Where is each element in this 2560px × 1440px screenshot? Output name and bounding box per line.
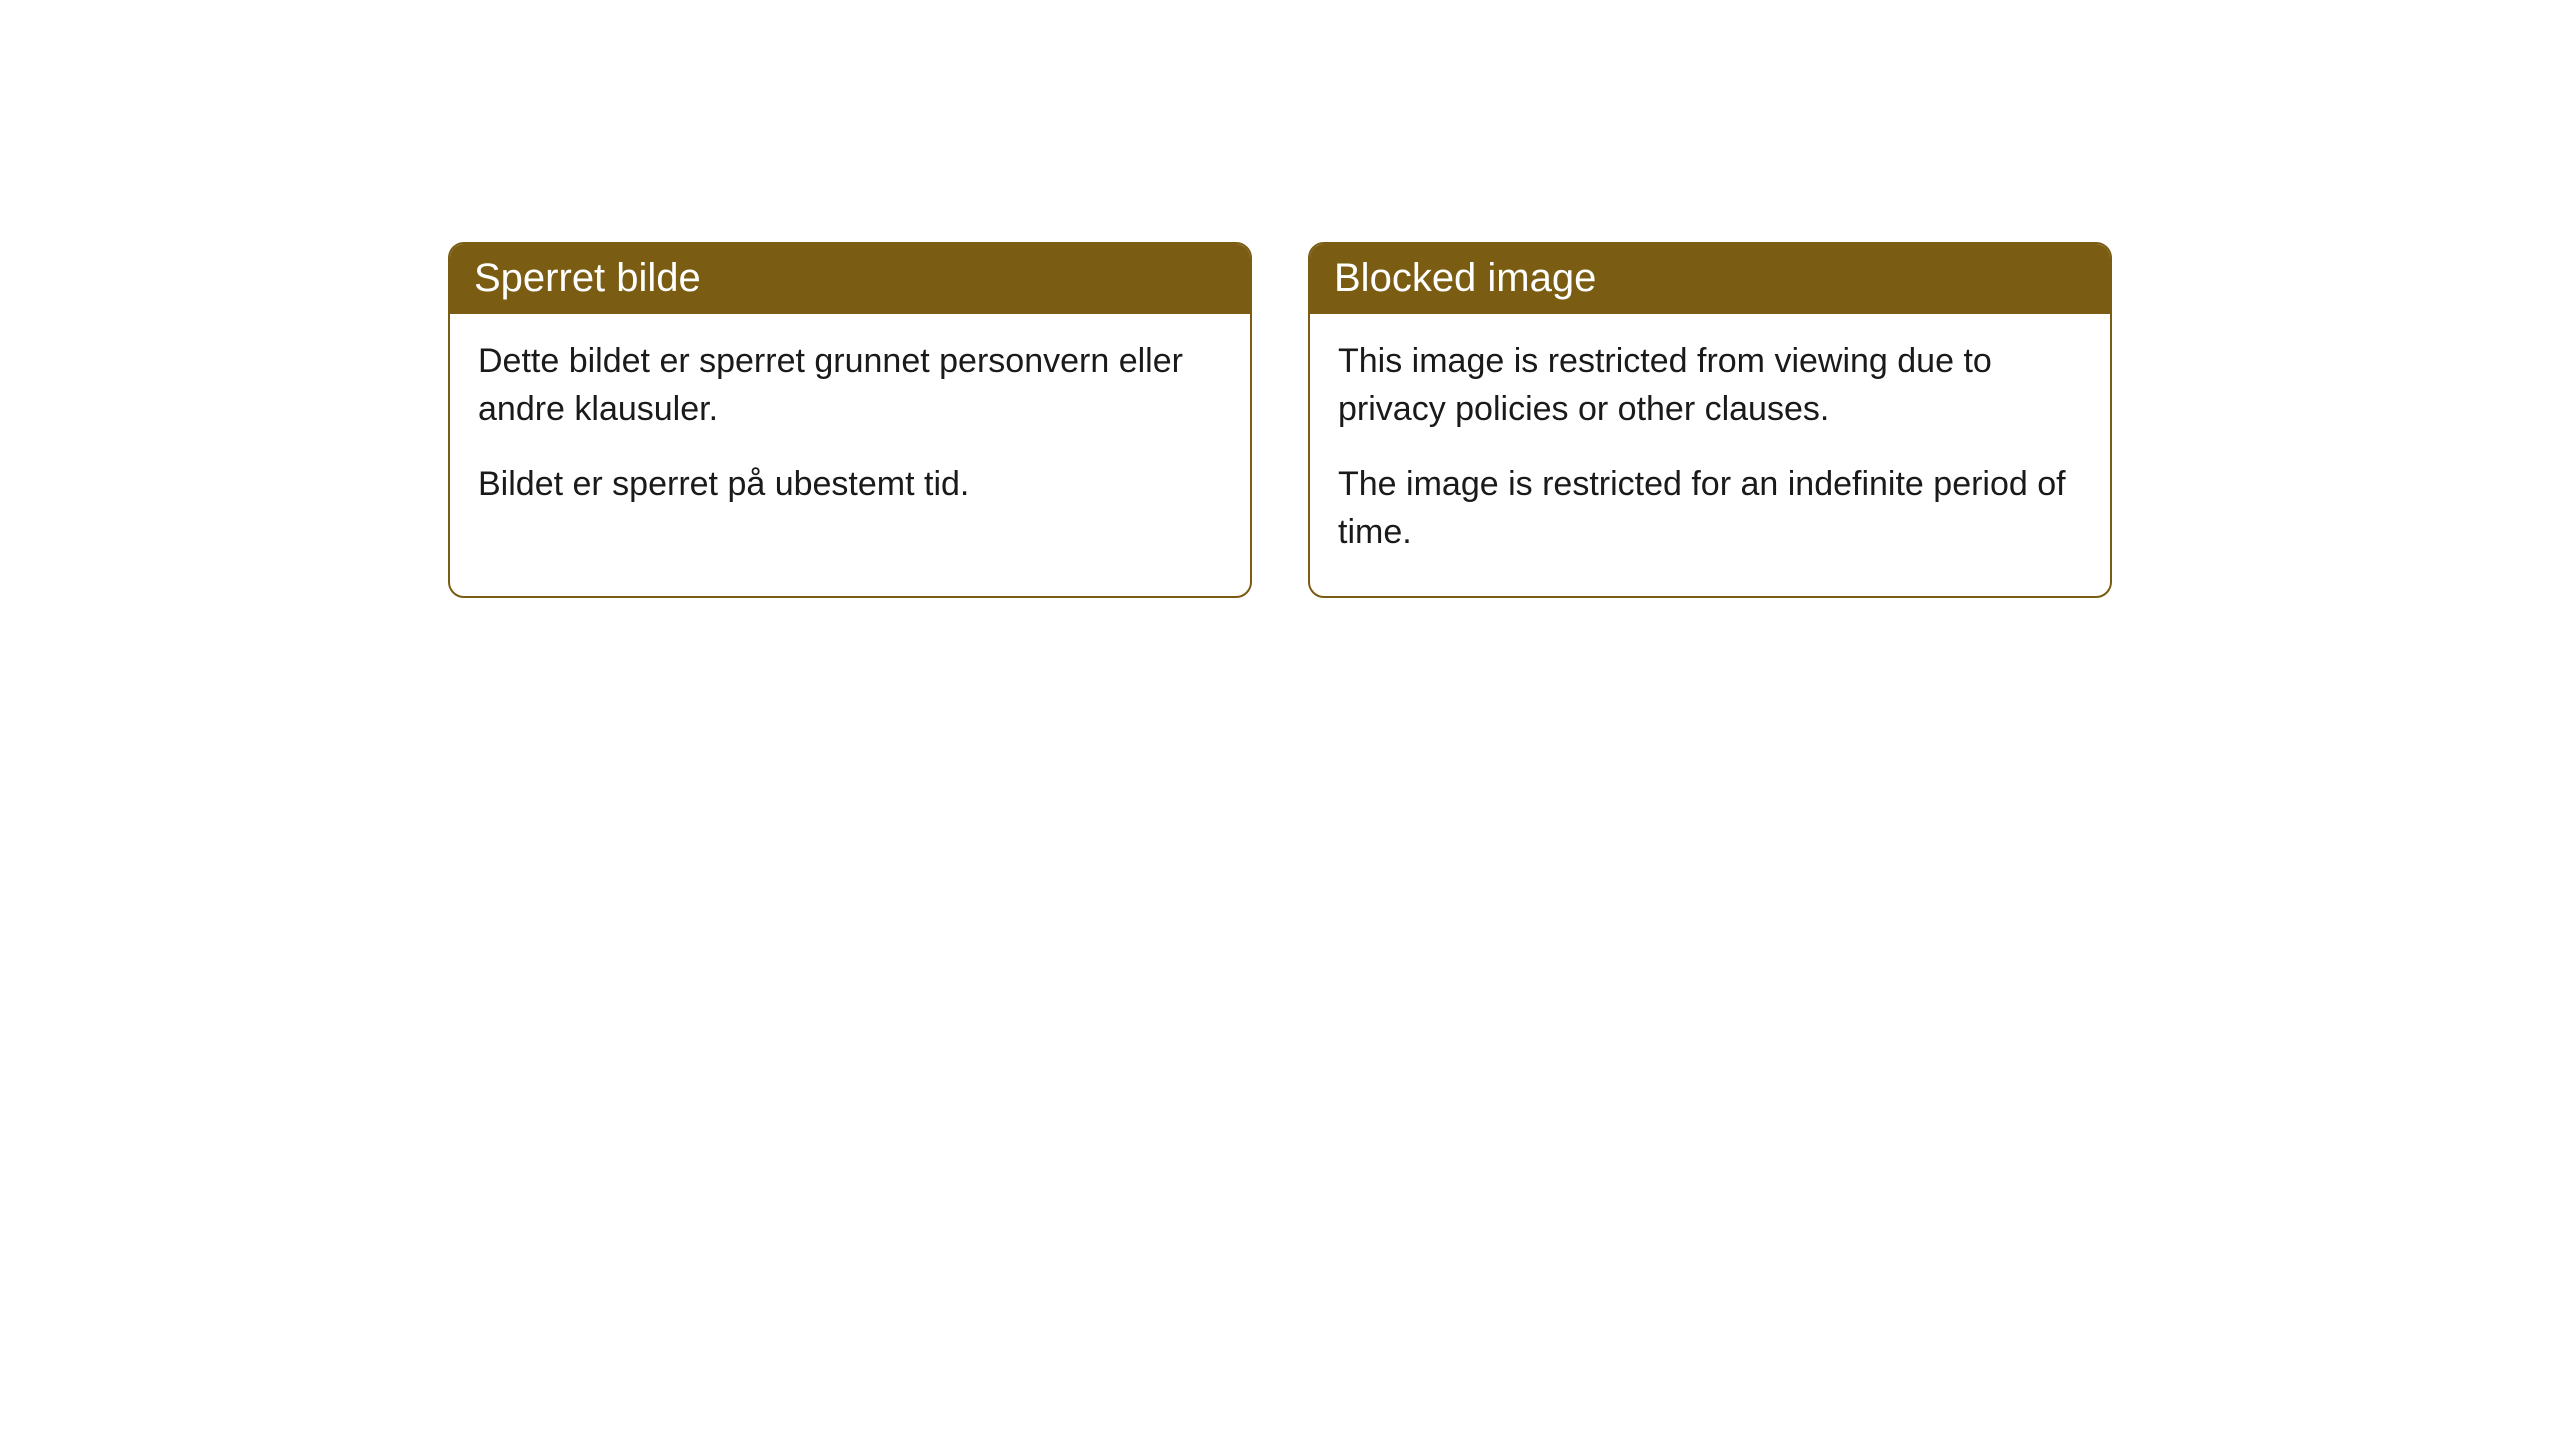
card-body: This image is restricted from viewing du…	[1310, 314, 2110, 596]
card-paragraph: The image is restricted for an indefinit…	[1338, 461, 2082, 556]
card-paragraph: Bildet er sperret på ubestemt tid.	[478, 461, 1222, 509]
card-header: Blocked image	[1310, 244, 2110, 314]
notice-card-english: Blocked image This image is restricted f…	[1308, 242, 2112, 598]
card-paragraph: This image is restricted from viewing du…	[1338, 338, 2082, 433]
notice-card-norwegian: Sperret bilde Dette bildet er sperret gr…	[448, 242, 1252, 598]
card-paragraph: Dette bildet er sperret grunnet personve…	[478, 338, 1222, 433]
card-header: Sperret bilde	[450, 244, 1250, 314]
card-body: Dette bildet er sperret grunnet personve…	[450, 314, 1250, 549]
notice-cards-row: Sperret bilde Dette bildet er sperret gr…	[448, 242, 2112, 598]
